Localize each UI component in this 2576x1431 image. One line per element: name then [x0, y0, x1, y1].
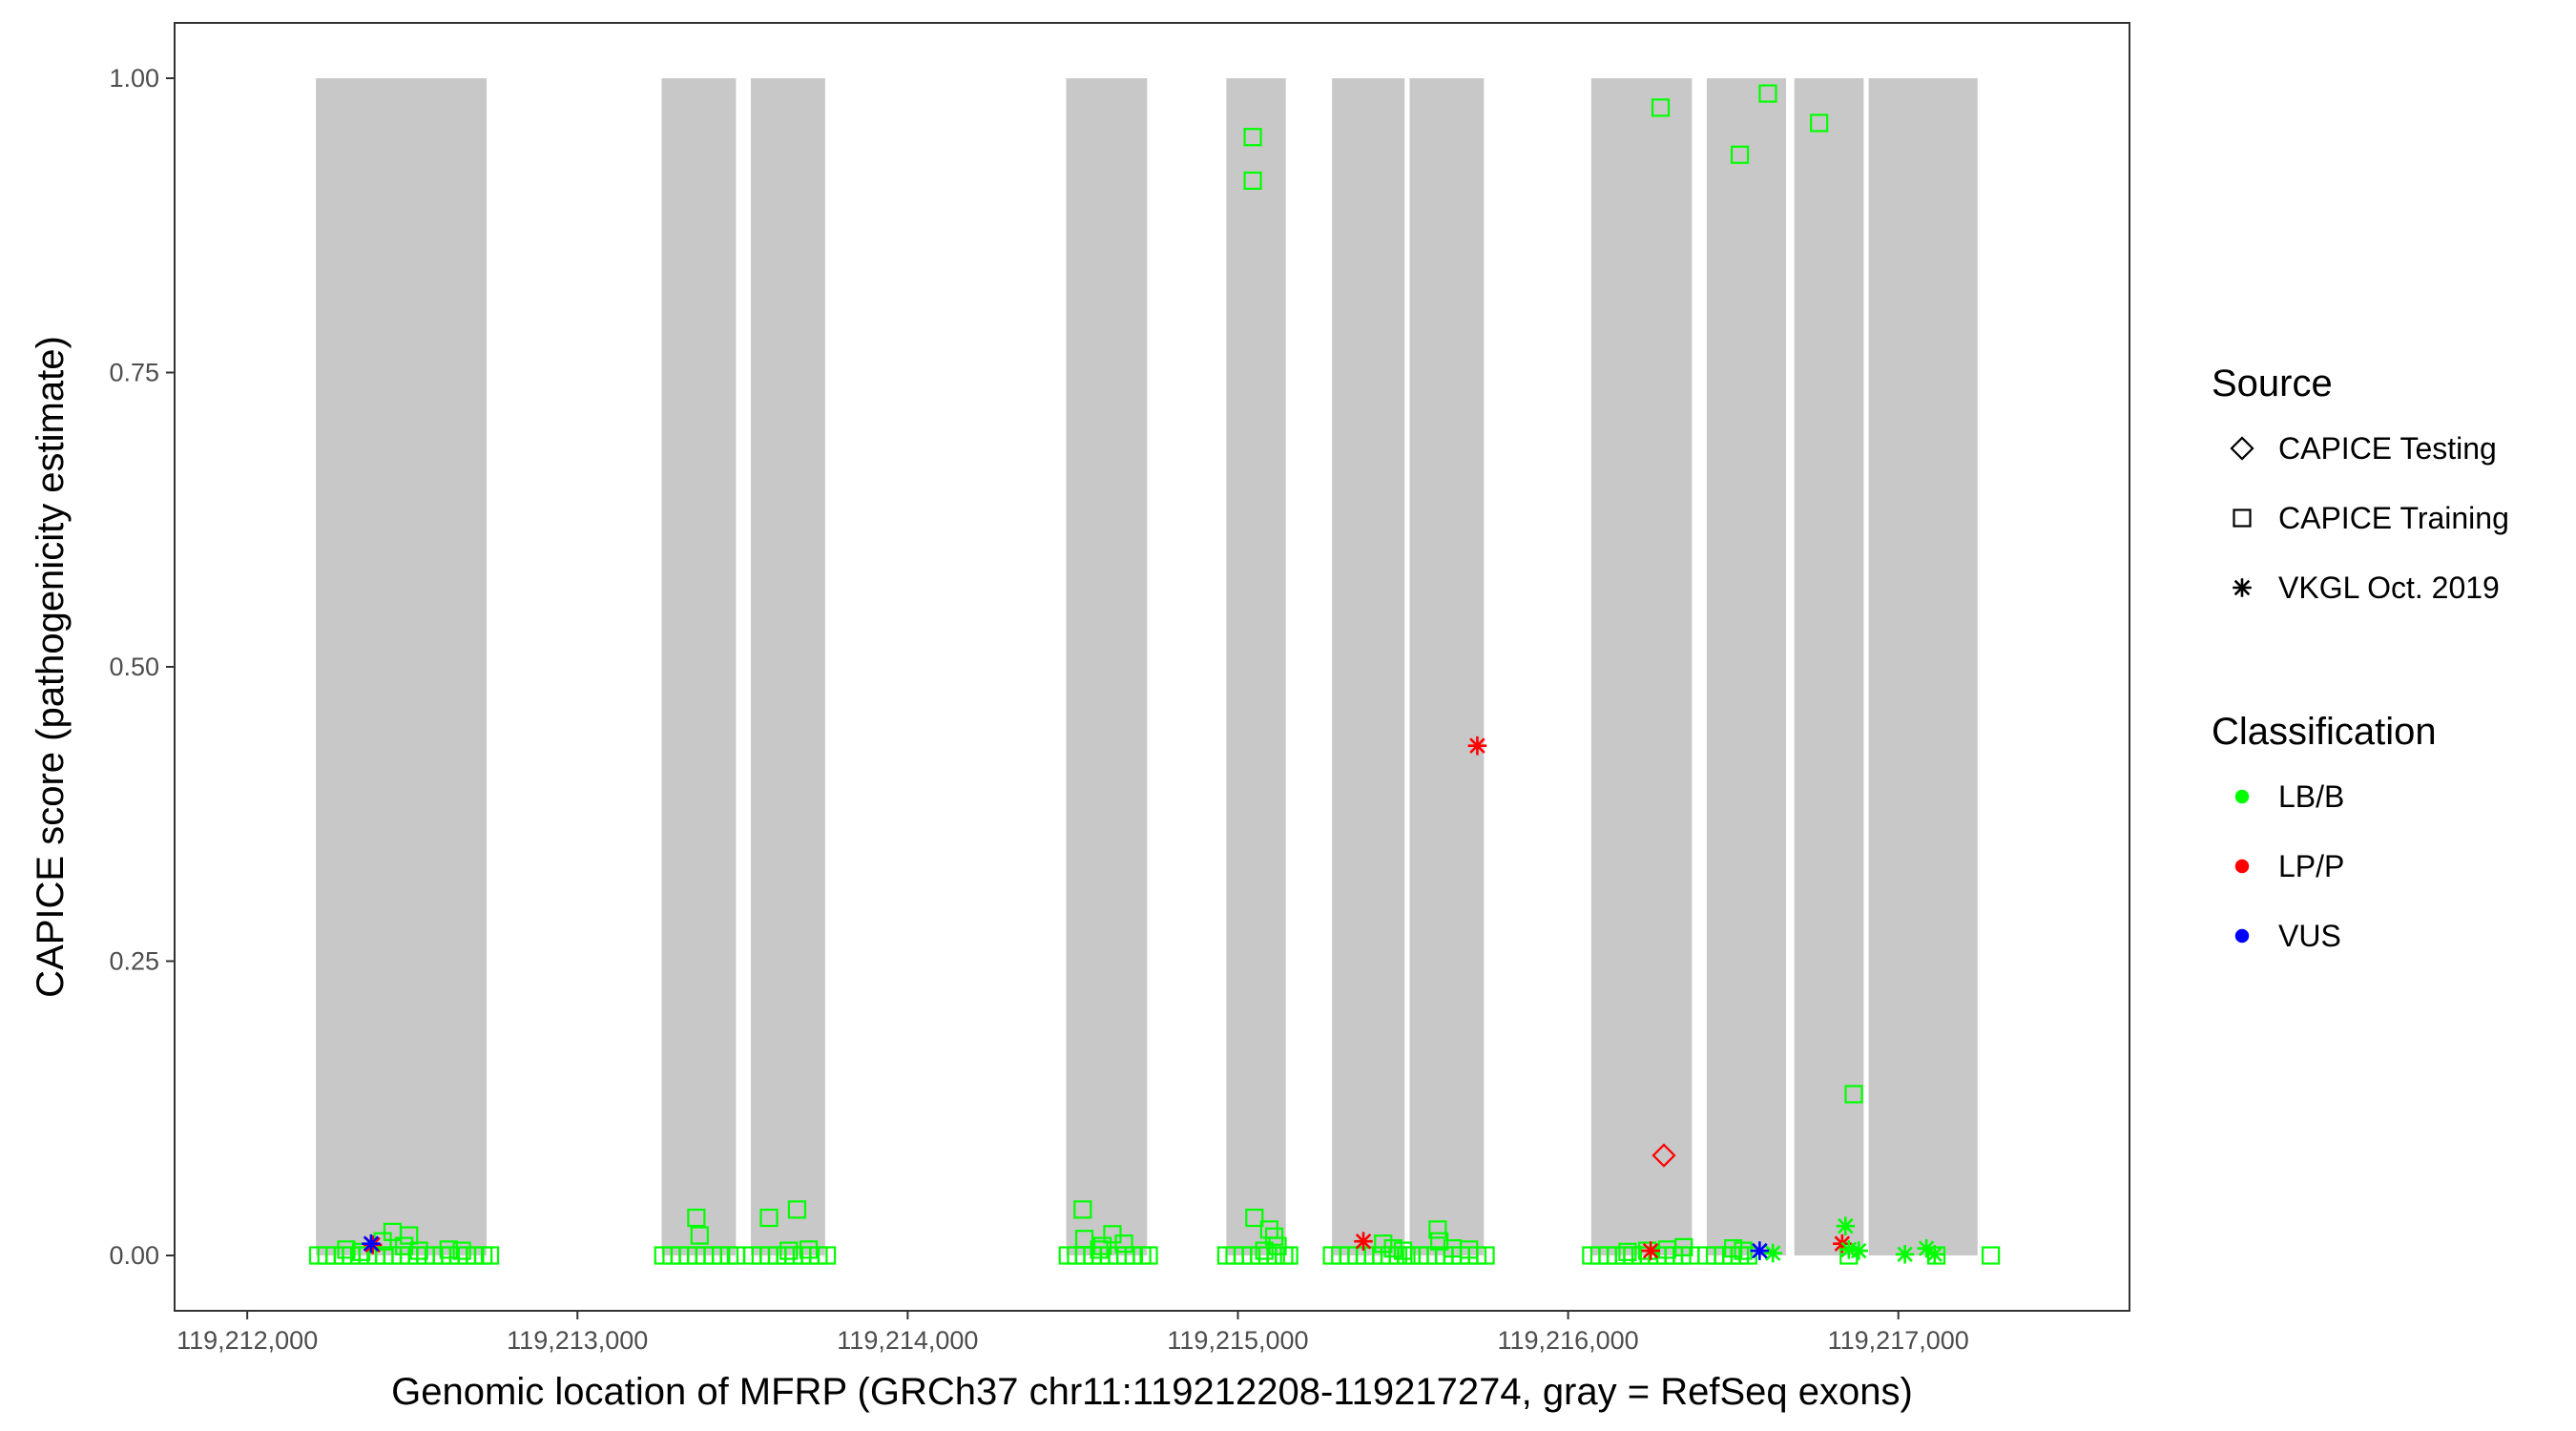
exon-band-10 — [1794, 77, 1864, 1256]
point-square-lbb — [1243, 171, 1262, 190]
point-square-lbb — [1103, 1225, 1122, 1244]
y-tick-label: 0.25 — [109, 947, 159, 976]
point-square-lbb — [759, 1208, 779, 1228]
legend-label: CAPICE Testing — [2278, 431, 2497, 466]
point-asterisk-vus — [362, 1234, 381, 1254]
point-square-lbb — [1383, 1238, 1402, 1258]
x-tick-label: 119,217,000 — [1828, 1326, 1969, 1355]
point-square-lbb — [1074, 1230, 1094, 1249]
point-square-lbb — [1758, 84, 1777, 103]
exon-band-11 — [1868, 77, 1978, 1256]
legend-label: LB/B — [2278, 779, 2344, 814]
point-asterisk-lbb — [1925, 1244, 1944, 1264]
point-square-lbb — [1374, 1234, 1393, 1254]
point-asterisk-lpp — [1467, 736, 1487, 756]
point-square-lbb — [480, 1246, 500, 1265]
point-square-lbb — [1114, 1234, 1133, 1254]
exon-bands — [316, 77, 1978, 1256]
point-asterisk-lbb — [1836, 1216, 1856, 1235]
point-square-lbb — [1674, 1237, 1693, 1256]
point-square-lbb — [394, 1236, 414, 1255]
exon-band-2 — [661, 77, 737, 1256]
x-tick-label: 119,213,000 — [507, 1326, 648, 1355]
point-square-lbb — [787, 1200, 807, 1219]
point-asterisk-lbb — [1849, 1241, 1868, 1260]
point-square-lbb — [690, 1226, 709, 1245]
legend-key-dot — [2234, 789, 2250, 804]
point-square-lbb — [400, 1226, 419, 1245]
point-square-lbb — [1724, 1238, 1743, 1258]
point-square-lbb — [1092, 1236, 1112, 1255]
point-square-lbb — [1264, 1227, 1284, 1246]
point-square-lbb — [1810, 114, 1829, 133]
exon-band-5 — [1226, 77, 1286, 1256]
point-square-lbb — [817, 1246, 837, 1265]
x-tick-label: 119,215,000 — [1167, 1326, 1308, 1355]
legend-key-dot — [2234, 928, 2250, 944]
legend-key-square — [2233, 508, 2252, 528]
point-asterisk-lbb — [1839, 1240, 1859, 1259]
point-square-lbb — [1279, 1246, 1298, 1265]
exon-band-3 — [750, 77, 825, 1256]
x-tick-label: 119,214,000 — [837, 1326, 978, 1355]
point-square-lbb — [1139, 1246, 1158, 1265]
point-square-lbb — [452, 1241, 471, 1260]
point-square-lbb — [799, 1240, 819, 1259]
point-square-lbb — [1073, 1200, 1092, 1219]
y-axis-title: CAPICE score (pathogenicity estimate) — [30, 336, 72, 998]
x-tick-label: 119,212,000 — [177, 1326, 318, 1355]
y-tick-label: 0.50 — [109, 653, 159, 681]
point-square-lbb — [1730, 145, 1750, 164]
data-points — [308, 84, 2001, 1265]
exon-band-1 — [316, 77, 488, 1256]
point-asterisk-lbb — [1763, 1243, 1782, 1263]
point-diamond-lpp — [1652, 1143, 1676, 1168]
point-square-lbb — [439, 1240, 458, 1259]
point-square-lbb — [1090, 1240, 1109, 1259]
x-axis: 119,212,000 119,213,000 119,214,000 119,215… — [177, 1311, 1969, 1355]
y-axis: 0.00 0.25 0.50 0.75 1.00 — [109, 64, 175, 1270]
point-square-lbb — [1460, 1240, 1479, 1259]
legend: Source CAPICE Testing CAPICE Training VKGL … — [2212, 363, 2509, 953]
exon-band-4 — [1066, 77, 1148, 1256]
point-square-lbb — [351, 1242, 371, 1261]
point-asterisk-vus — [1750, 1241, 1770, 1260]
point-asterisk-lpp — [1354, 1232, 1373, 1251]
y-tick-label: 1.00 — [109, 64, 159, 93]
legend-key-asterisk — [2233, 578, 2252, 597]
legend-key-dot — [2234, 859, 2250, 874]
legend-title-classification: Classification — [2212, 711, 2437, 753]
point-square-lbb — [1844, 1085, 1863, 1104]
point-asterisk-lpp — [1641, 1241, 1660, 1260]
legend-label: CAPICE Training — [2278, 501, 2509, 535]
legend-label: LP/P — [2278, 849, 2344, 883]
point-square-lbb — [687, 1208, 706, 1228]
point-square-lbb — [409, 1241, 428, 1260]
point-square-lbb — [1245, 1208, 1264, 1228]
x-tick-label: 119,216,000 — [1498, 1326, 1639, 1355]
exon-band-8 — [1590, 77, 1693, 1256]
point-asterisk-lbb — [1917, 1238, 1936, 1258]
point-square-lbb — [1618, 1242, 1637, 1261]
point-asterisk-lbb — [1895, 1244, 1915, 1264]
point-square-lbb — [779, 1241, 799, 1260]
legend-label: VUS — [2278, 919, 2341, 953]
exon-band-7 — [1409, 77, 1485, 1256]
point-square-lbb — [1243, 128, 1262, 147]
legend-key-diamond — [2230, 436, 2254, 461]
point-square-lbb — [1255, 1241, 1274, 1260]
exon-band-6 — [1332, 77, 1405, 1256]
y-tick-label: 0.75 — [109, 358, 159, 386]
point-square-lbb — [1982, 1246, 2001, 1265]
legend-title-source: Source — [2212, 363, 2333, 404]
point-square-lbb — [1428, 1220, 1447, 1239]
x-axis-title: Genomic location of MFRP (GRCh37 chr11:1… — [391, 1371, 1913, 1413]
point-square-lbb — [337, 1240, 356, 1259]
y-tick-label: 0.00 — [109, 1241, 159, 1270]
exon-band-9 — [1706, 77, 1787, 1256]
point-square-lbb — [1268, 1236, 1287, 1255]
legend-label: VKGL Oct. 2019 — [2278, 570, 2500, 605]
point-square-lbb — [1651, 98, 1671, 117]
